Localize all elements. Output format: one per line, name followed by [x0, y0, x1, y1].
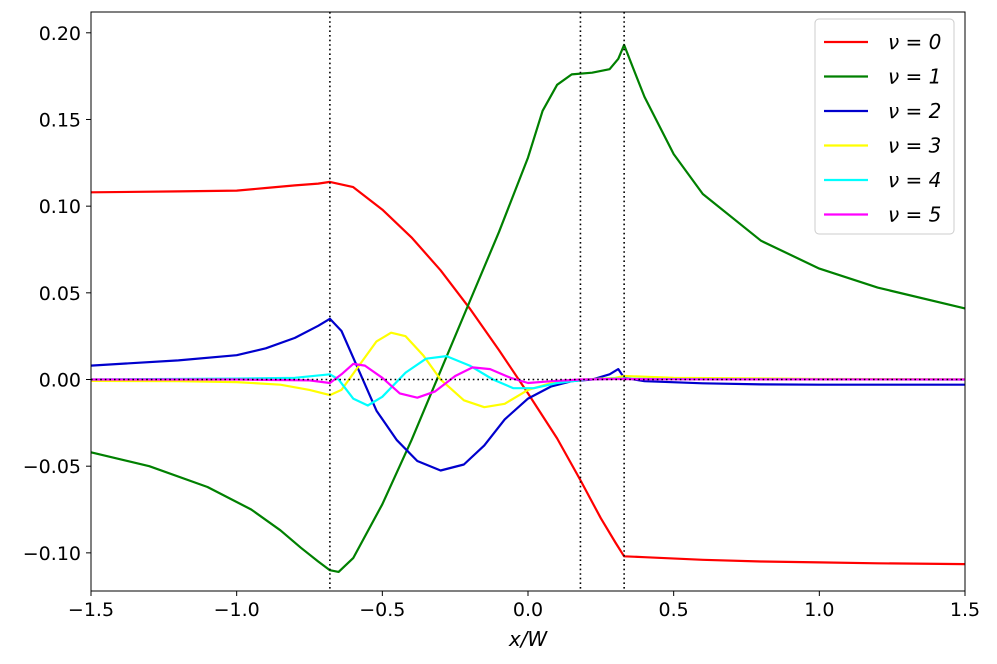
- x-tick-label: −1.0: [214, 599, 260, 621]
- series-line-nu-1: [90, 43, 966, 573]
- x-tick-label: 1.5: [950, 599, 980, 621]
- x-tick-label: −0.5: [359, 599, 405, 621]
- legend-label-nu-2: ν = 2: [888, 99, 941, 123]
- legend-label-nu-0: ν = 0: [888, 30, 941, 54]
- legend-label-nu-4: ν = 4: [888, 168, 941, 192]
- y-tick-label: −0.05: [23, 456, 81, 478]
- y-tick-label: 0.15: [39, 109, 81, 131]
- y-tick-label: 0.10: [39, 196, 81, 218]
- y-tick-label: 0.20: [39, 23, 81, 45]
- x-tick-label: −1.5: [68, 599, 114, 621]
- legend: ν = 0 ν = 1 ν = 2 ν = 3 ν = 4 ν = 5: [814, 18, 955, 235]
- y-tick-label: −0.10: [23, 543, 81, 565]
- reference-lines: [91, 12, 965, 591]
- legend-label-nu-1: ν = 1: [888, 65, 941, 89]
- x-tick-label: 0.5: [659, 599, 689, 621]
- x-axis-label: x/W: [508, 627, 549, 651]
- legend-label-nu-5: ν = 5: [888, 203, 941, 227]
- y-tick-label: 0.05: [39, 283, 81, 305]
- x-tick-label: 0.0: [513, 599, 543, 621]
- series-lines: [90, 43, 966, 573]
- legend-label-nu-3: ν = 3: [888, 134, 941, 158]
- series-line-nu-0: [90, 180, 966, 566]
- series-line-nu-3: [90, 331, 966, 409]
- axis-ticks: −1.5 −1.0 −0.5 0.0 0.5 1.0 1.5 −0.10 −0.05 0.00 0.…: [23, 23, 980, 621]
- y-tick-label: 0.00: [39, 370, 81, 392]
- x-tick-label: 1.0: [804, 599, 834, 621]
